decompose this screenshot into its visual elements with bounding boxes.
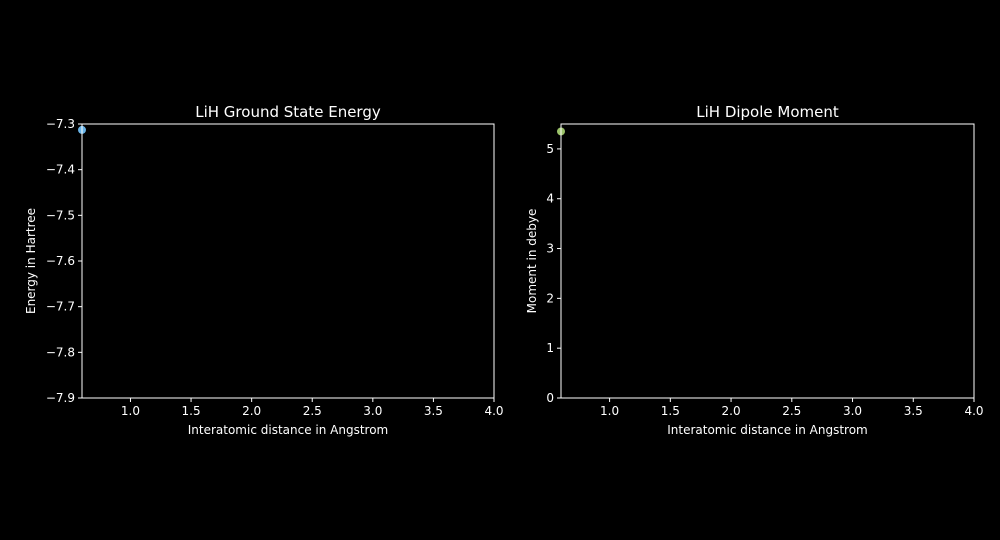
dipole-chart-title: LiH Dipole Moment (696, 103, 839, 121)
energy-chart-frame (81, 123, 495, 399)
dipole-chart-ytick-label: 5 (546, 142, 554, 156)
dipole-chart-frame (560, 123, 975, 399)
dipole-chart: LiH Dipole Moment Interatomic distance i… (525, 103, 984, 437)
energy-chart-ticks: 1.0 1.5 2.0 2.5 3.0 3.5 4.0 −7.3 −7.4 −7.5 −7.6 −7.… (46, 117, 504, 418)
energy-chart-ytick-label: −7.3 (46, 117, 75, 131)
dipole-chart-ytick-label: 2 (546, 291, 554, 305)
energy-chart-ytick-label: −7.4 (46, 163, 75, 177)
energy-chart-xtick-label: 3.5 (424, 404, 443, 418)
dipole-chart-xtick-label: 1.0 (600, 404, 619, 418)
dipole-chart-xtick-label: 3.5 (904, 404, 923, 418)
dipole-chart-xlabel: Interatomic distance in Angstrom (667, 423, 868, 437)
energy-chart-xtick-label: 1.0 (121, 404, 140, 418)
dipole-chart-xtick-label: 1.5 (661, 404, 680, 418)
dipole-chart-ytick-label: 1 (546, 341, 554, 355)
energy-chart-xtick-label: 1.5 (182, 404, 201, 418)
dipole-chart-ytick-label: 4 (546, 192, 554, 206)
energy-chart-xlabel: Interatomic distance in Angstrom (188, 423, 389, 437)
energy-chart-xtick-label: 2.0 (242, 404, 261, 418)
energy-chart-ytick-label: −7.9 (46, 391, 75, 405)
dipole-chart-ytick-label: 3 (546, 242, 554, 256)
energy-chart: LiH Ground State Energy Interatomic dist… (24, 103, 504, 437)
energy-chart-ylabel: Energy in Hartree (24, 208, 38, 314)
dipole-chart-xtick-label: 2.0 (722, 404, 741, 418)
energy-chart-ytick-label: −7.6 (46, 254, 75, 268)
energy-chart-ytick-label: −7.8 (46, 345, 75, 359)
dipole-chart-xtick-label: 4.0 (964, 404, 983, 418)
energy-chart-xtick-label: 4.0 (484, 404, 503, 418)
dipole-chart-ticks: 1.0 1.5 2.0 2.5 3.0 3.5 4.0 0 1 2 3 4 5 (546, 142, 983, 418)
energy-chart-ytick-label: −7.7 (46, 300, 75, 314)
dipole-chart-xtick-label: 2.5 (782, 404, 801, 418)
dipole-chart-ylabel: Moment in debye (525, 209, 539, 314)
energy-chart-ytick-label: −7.5 (46, 208, 75, 222)
dipole-chart-ytick-label: 0 (546, 391, 554, 405)
energy-chart-title: LiH Ground State Energy (195, 103, 381, 121)
dipole-chart-xtick-label: 3.0 (843, 404, 862, 418)
energy-chart-xtick-label: 2.5 (303, 404, 322, 418)
energy-chart-xtick-label: 3.0 (363, 404, 382, 418)
